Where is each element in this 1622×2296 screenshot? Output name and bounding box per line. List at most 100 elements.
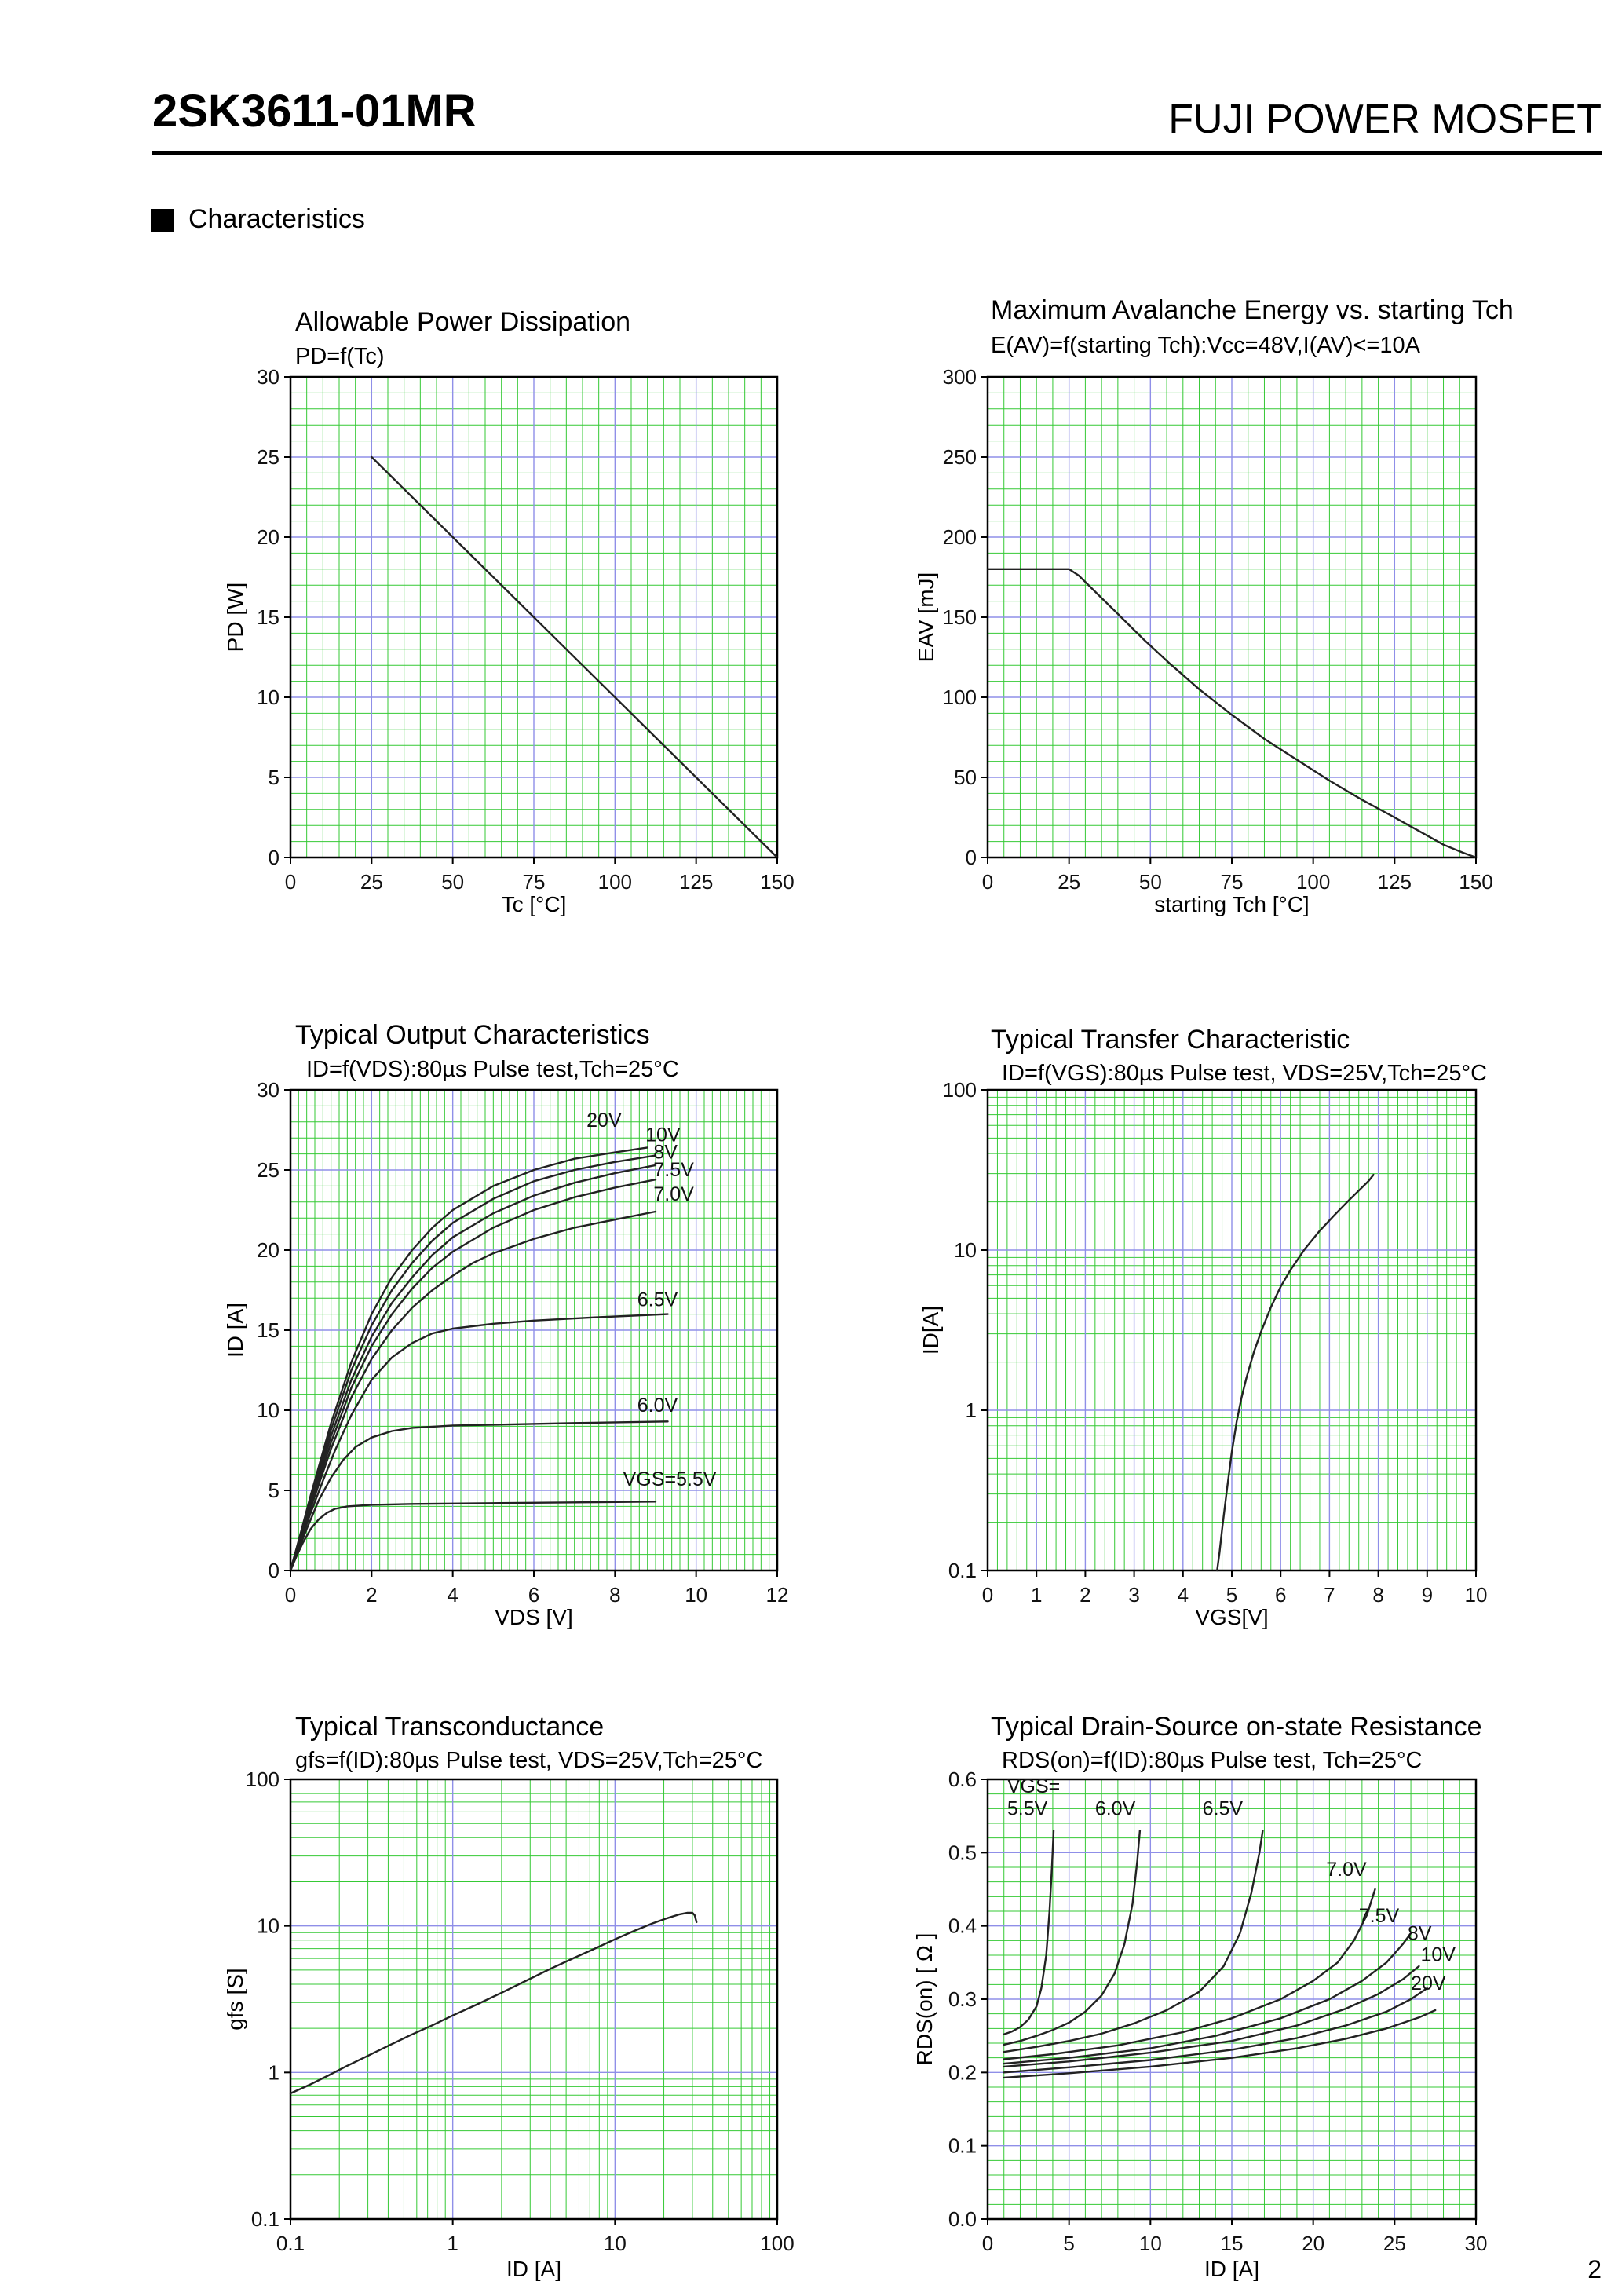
svg-text:10: 10: [1465, 1583, 1488, 1607]
svg-text:2: 2: [1080, 1583, 1090, 1607]
part-number-title: 2SK3611-01MR: [152, 86, 477, 137]
svg-text:30: 30: [257, 1078, 279, 1102]
svg-text:10: 10: [257, 1398, 279, 1422]
svg-text:20: 20: [1302, 2232, 1324, 2255]
svg-text:0.2: 0.2: [948, 2060, 977, 2084]
svg-text:0: 0: [982, 2232, 993, 2255]
chart-gfs-title: Typical Transconductance: [295, 1712, 605, 1742]
svg-text:4: 4: [1178, 1583, 1189, 1607]
svg-text:0.3: 0.3: [948, 1987, 977, 2011]
chart-output-title: Typical Output Characteristics: [295, 1020, 650, 1050]
svg-text:1: 1: [1031, 1583, 1042, 1607]
svg-text:15: 15: [1221, 2232, 1244, 2255]
header-rule: [152, 151, 1602, 155]
chart-gfs-xlabel: ID [A]: [506, 2257, 561, 2281]
svg-text:7: 7: [1324, 1583, 1335, 1607]
chart-pd-subtitle: PD=f(Tc): [295, 344, 385, 369]
chart-rdson-xlabel: ID [A]: [1204, 2257, 1259, 2281]
svg-text:10: 10: [1139, 2232, 1162, 2255]
svg-text:10: 10: [257, 686, 279, 709]
svg-text:2: 2: [366, 1583, 377, 1607]
chart-gfs-plot: 0.1 1 10 100 0.1 1 10 100: [246, 1768, 795, 2255]
svg-text:4: 4: [447, 1583, 458, 1607]
svg-text:0.4: 0.4: [948, 1914, 977, 1938]
svg-text:6: 6: [1275, 1583, 1286, 1607]
chart-transfer-xlabel: VGS[V]: [1195, 1605, 1269, 1629]
svg-text:8: 8: [1372, 1583, 1383, 1607]
svg-text:5: 5: [269, 1479, 279, 1502]
svg-text:1: 1: [966, 1398, 977, 1422]
svg-text:150: 150: [1459, 870, 1492, 894]
svg-text:25: 25: [257, 445, 279, 469]
svg-text:1: 1: [447, 2232, 458, 2255]
svg-text:10: 10: [954, 1238, 977, 1262]
svg-text:0.5: 0.5: [948, 1841, 977, 1864]
svg-text:20: 20: [257, 1238, 279, 1262]
svg-text:6.0V: 6.0V: [1095, 1798, 1136, 1820]
svg-text:100: 100: [760, 2232, 794, 2255]
svg-text:0.1: 0.1: [948, 1559, 977, 1582]
svg-text:75: 75: [1221, 870, 1244, 894]
svg-text:VGS=: VGS=: [1007, 1775, 1060, 1797]
chart-eav-subtitle: E(AV)=f(starting Tch):Vcc=48V,I(AV)<=10A: [991, 333, 1420, 358]
svg-text:20V: 20V: [1411, 1972, 1446, 1994]
svg-text:3: 3: [1128, 1583, 1139, 1607]
brand-title: FUJI POWER MOSFET: [1168, 97, 1602, 142]
svg-text:0: 0: [982, 870, 993, 894]
svg-text:8: 8: [609, 1583, 620, 1607]
svg-text:15: 15: [257, 1318, 279, 1342]
section-title: Characteristics: [188, 204, 365, 234]
svg-text:0: 0: [269, 846, 279, 869]
svg-text:1: 1: [269, 2060, 279, 2084]
svg-text:8V: 8V: [1408, 1922, 1432, 1944]
svg-text:7.0V: 7.0V: [653, 1183, 694, 1205]
svg-text:6.0V: 6.0V: [637, 1395, 678, 1417]
svg-text:20V: 20V: [586, 1110, 622, 1132]
svg-text:8V: 8V: [653, 1142, 678, 1164]
svg-text:12: 12: [766, 1583, 789, 1607]
svg-text:125: 125: [1378, 870, 1412, 894]
svg-text:6: 6: [528, 1583, 539, 1607]
svg-text:0: 0: [982, 1583, 993, 1607]
chart-output-subtitle: ID=f(VDS):80µs Pulse test,Tch=25°C: [306, 1057, 679, 1082]
chart-pd-plot: 0 25 50 75 100 125 150 0 5 10 15 20 25 30: [257, 365, 795, 894]
svg-text:25: 25: [257, 1158, 279, 1182]
svg-text:150: 150: [943, 605, 977, 629]
svg-text:100: 100: [1296, 870, 1330, 894]
svg-text:0.6: 0.6: [948, 1768, 977, 1791]
chart-pd-title: Allowable Power Dissipation: [295, 307, 631, 337]
svg-text:10V: 10V: [645, 1124, 681, 1146]
svg-text:25: 25: [1058, 870, 1080, 894]
chart-gfs-subtitle: gfs=f(ID):80µs Pulse test, VDS=25V,Tch=2…: [295, 1748, 763, 1773]
svg-text:100: 100: [943, 1078, 977, 1102]
chart-transfer-subtitle: ID=f(VGS):80µs Pulse test, VDS=25V,Tch=2…: [1002, 1061, 1488, 1086]
svg-text:100: 100: [246, 1768, 279, 1791]
svg-text:0: 0: [285, 1583, 296, 1607]
svg-text:300: 300: [943, 365, 977, 389]
svg-text:9: 9: [1422, 1583, 1433, 1607]
svg-text:5: 5: [1063, 2232, 1074, 2255]
chart-eav-plot: 0 25 50 75 100 125 150 0 50 100 150 200 250 300: [943, 365, 1493, 894]
chart-eav-xlabel: starting Tch [°C]: [1154, 892, 1310, 916]
svg-text:6.5V: 6.5V: [637, 1289, 678, 1311]
chart-transfer-plot: 0 1 2 3 4 5 6 7 8 9 10 0.1 1 10 100: [943, 1078, 1488, 1607]
svg-text:50: 50: [1139, 870, 1162, 894]
svg-text:250: 250: [943, 445, 977, 469]
chart-rdson-plot: 0 5 10 15 20 25 30 0.0 0.1 0.2 0.3 0.4 0.5 0.6 VGS=5.5…: [948, 1768, 1488, 2255]
svg-text:30: 30: [257, 365, 279, 389]
svg-text:30: 30: [1465, 2232, 1488, 2255]
svg-text:0: 0: [269, 1559, 279, 1582]
chart-pd-xlabel: Tc [°C]: [501, 892, 567, 916]
svg-text:0.0: 0.0: [948, 2207, 977, 2231]
svg-text:75: 75: [523, 870, 546, 894]
svg-text:25: 25: [1383, 2232, 1406, 2255]
chart-eav-title: Maximum Avalanche Energy vs. starting Tc…: [991, 295, 1514, 325]
svg-text:15: 15: [257, 605, 279, 629]
svg-text:5: 5: [1226, 1583, 1237, 1607]
svg-text:10: 10: [685, 1583, 707, 1607]
svg-text:5: 5: [269, 766, 279, 789]
svg-text:5.5V: 5.5V: [1007, 1798, 1048, 1820]
section-bullet-square: [151, 209, 174, 232]
